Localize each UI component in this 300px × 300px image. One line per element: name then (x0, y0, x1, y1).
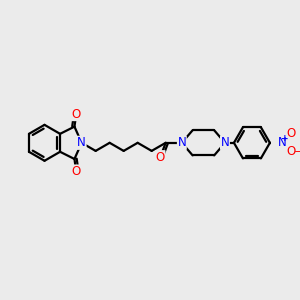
Text: N: N (278, 136, 287, 149)
Text: O: O (287, 127, 296, 140)
Text: O: O (72, 165, 81, 178)
Text: O: O (287, 145, 296, 158)
Text: N: N (220, 136, 229, 149)
Text: O: O (72, 108, 81, 121)
Text: N: N (77, 136, 86, 149)
Text: N: N (178, 136, 186, 149)
Text: +: + (281, 134, 289, 143)
Text: O: O (156, 151, 165, 164)
Text: −: − (294, 147, 300, 157)
